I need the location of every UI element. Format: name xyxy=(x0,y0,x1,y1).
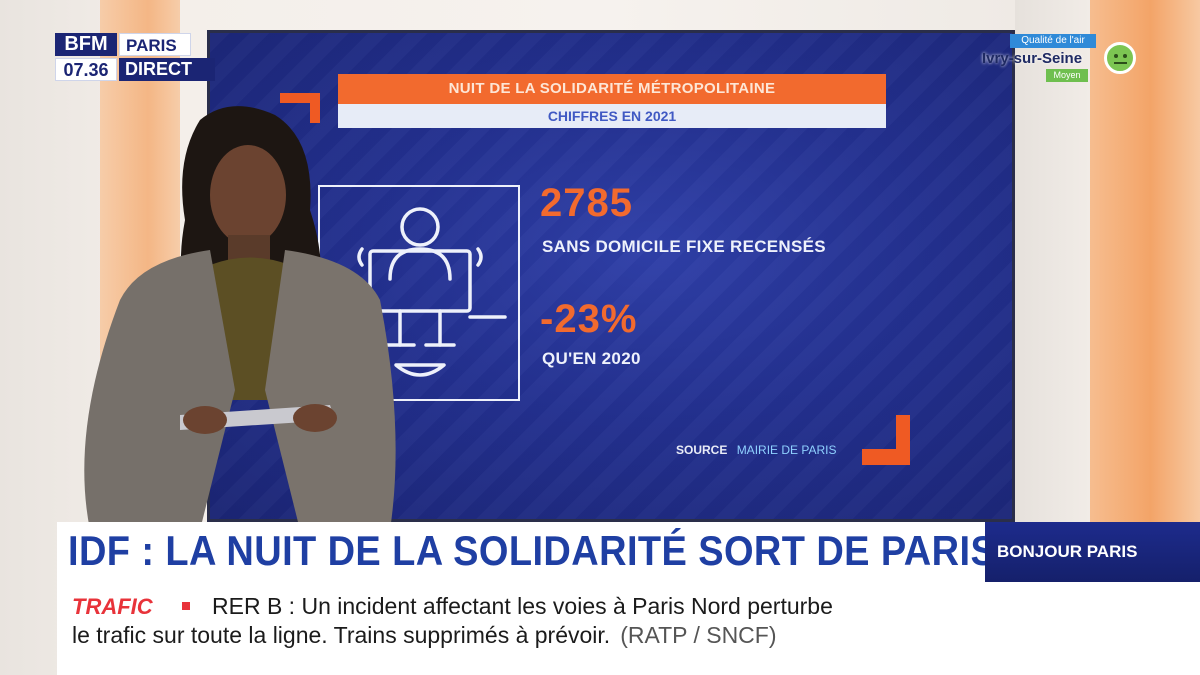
air-quality-label: Qualité de l'air xyxy=(1010,34,1096,48)
headline-bar: IDF : LA NUIT DE LA SOLIDARITÉ SORT DE P… xyxy=(57,522,996,582)
air-quality-city: Ivry-sur-Seine xyxy=(982,50,1083,67)
ticker-category: TRAFIC xyxy=(72,594,153,619)
source-value: MAIRIE DE PARIS xyxy=(736,443,837,457)
show-name: BONJOUR PARIS xyxy=(997,542,1138,561)
live-badge: DIRECT xyxy=(119,58,215,81)
channel-logo: BFM PARIS 07.36 DIRECT xyxy=(55,33,215,81)
stat-change-label: QU'EN 2020 xyxy=(542,349,641,368)
logo-bfm: BFM xyxy=(55,33,117,56)
stat-homeless-count: 2785 xyxy=(540,181,633,225)
corner-decoration-top-left xyxy=(280,93,320,123)
studio-wall-right xyxy=(1015,0,1090,560)
presenter-silhouette xyxy=(84,106,396,530)
news-ticker: TRAFIC RER B : Un incident affectant les… xyxy=(57,582,1200,675)
ticker-source: (RATP / SNCF) xyxy=(620,622,777,648)
logo-region: PARIS xyxy=(119,33,191,56)
air-quality-widget: Qualité de l'air Ivry-sur-Seine Moyen xyxy=(982,34,1142,84)
screen-subtitle: CHIFFRES EN 2021 xyxy=(338,104,886,128)
corner-decoration-bottom-right xyxy=(862,415,910,465)
screen-source: SOURCE MAIRIE DE PARIS xyxy=(676,443,836,457)
stat-homeless-label: SANS DOMICILE FIXE RECENSÉS xyxy=(542,237,826,256)
ticker-bullet-icon xyxy=(182,602,190,610)
ticker-line-2-text: le trafic sur toute la ligne. Trains sup… xyxy=(72,622,611,648)
studio-pillar-right xyxy=(1090,0,1200,560)
source-key: SOURCE xyxy=(676,443,728,457)
show-bar: BONJOUR PARIS xyxy=(985,522,1200,582)
stat-change-value: -23% xyxy=(540,297,638,341)
air-quality-face-icon xyxy=(1104,42,1136,74)
ticker-line-2: le trafic sur toute la ligne. Trains sup… xyxy=(72,622,777,649)
screen-title: NUIT DE LA SOLIDARITÉ MÉTROPOLITAINE xyxy=(338,74,886,104)
clock: 07.36 xyxy=(55,58,117,81)
ticker-line-1: RER B : Un incident affectant les voies … xyxy=(212,593,833,619)
headline: IDF : LA NUIT DE LA SOLIDARITÉ SORT DE P… xyxy=(68,528,997,576)
air-quality-level: Moyen xyxy=(1046,69,1088,82)
screen-title-box: NUIT DE LA SOLIDARITÉ MÉTROPOLITAINE CHI… xyxy=(338,74,886,128)
